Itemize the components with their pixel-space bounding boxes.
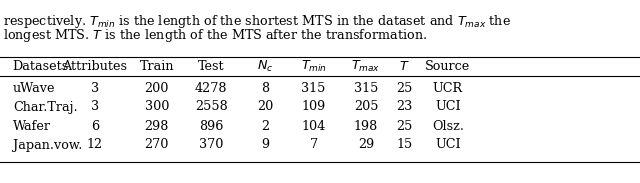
Text: Japan.vow.: Japan.vow. bbox=[13, 139, 82, 152]
Text: respectively. $T_{min}$ is the length of the shortest MTS in the dataset and $T_: respectively. $T_{min}$ is the length of… bbox=[3, 13, 511, 30]
Text: 315: 315 bbox=[301, 81, 326, 94]
Text: uWave: uWave bbox=[13, 81, 55, 94]
Text: 198: 198 bbox=[354, 119, 378, 132]
Text: 3: 3 bbox=[91, 81, 99, 94]
Text: 8: 8 bbox=[262, 81, 269, 94]
Text: 12: 12 bbox=[86, 139, 103, 152]
Text: 300: 300 bbox=[145, 100, 169, 113]
Text: 20: 20 bbox=[257, 100, 274, 113]
Text: 15: 15 bbox=[396, 139, 413, 152]
Text: Attributes: Attributes bbox=[62, 59, 127, 72]
Text: 2: 2 bbox=[262, 119, 269, 132]
Text: 270: 270 bbox=[145, 139, 169, 152]
Text: Char.Traj.: Char.Traj. bbox=[13, 100, 77, 113]
Text: 4278: 4278 bbox=[195, 81, 227, 94]
Text: 2558: 2558 bbox=[195, 100, 228, 113]
Text: 200: 200 bbox=[145, 81, 169, 94]
Text: Train: Train bbox=[140, 59, 174, 72]
Text: UCR: UCR bbox=[433, 81, 463, 94]
Text: 23: 23 bbox=[396, 100, 413, 113]
Text: 3: 3 bbox=[91, 100, 99, 113]
Text: UCI: UCI bbox=[435, 100, 461, 113]
Text: 9: 9 bbox=[262, 139, 269, 152]
Text: $T$: $T$ bbox=[399, 59, 410, 72]
Text: 104: 104 bbox=[301, 119, 326, 132]
Text: 25: 25 bbox=[396, 119, 413, 132]
Text: 25: 25 bbox=[396, 81, 413, 94]
Text: 370: 370 bbox=[199, 139, 223, 152]
Text: 315: 315 bbox=[354, 81, 378, 94]
Text: Test: Test bbox=[198, 59, 225, 72]
Text: 29: 29 bbox=[358, 139, 374, 152]
Text: UCI: UCI bbox=[435, 139, 461, 152]
Text: Olsz.: Olsz. bbox=[432, 119, 464, 132]
Text: $T_{max}$: $T_{max}$ bbox=[351, 58, 381, 74]
Text: Datasets: Datasets bbox=[13, 59, 69, 72]
Text: 7: 7 bbox=[310, 139, 317, 152]
Text: 205: 205 bbox=[354, 100, 378, 113]
Text: Wafer: Wafer bbox=[13, 119, 51, 132]
Text: 298: 298 bbox=[145, 119, 169, 132]
Text: longest MTS. $T$ is the length of the MTS after the transformation.: longest MTS. $T$ is the length of the MT… bbox=[3, 27, 427, 44]
Text: $T_{min}$: $T_{min}$ bbox=[301, 58, 326, 74]
Text: 6: 6 bbox=[91, 119, 99, 132]
Text: 109: 109 bbox=[301, 100, 326, 113]
Text: 896: 896 bbox=[199, 119, 223, 132]
Text: $N_c$: $N_c$ bbox=[257, 58, 274, 74]
Text: Source: Source bbox=[426, 59, 470, 72]
